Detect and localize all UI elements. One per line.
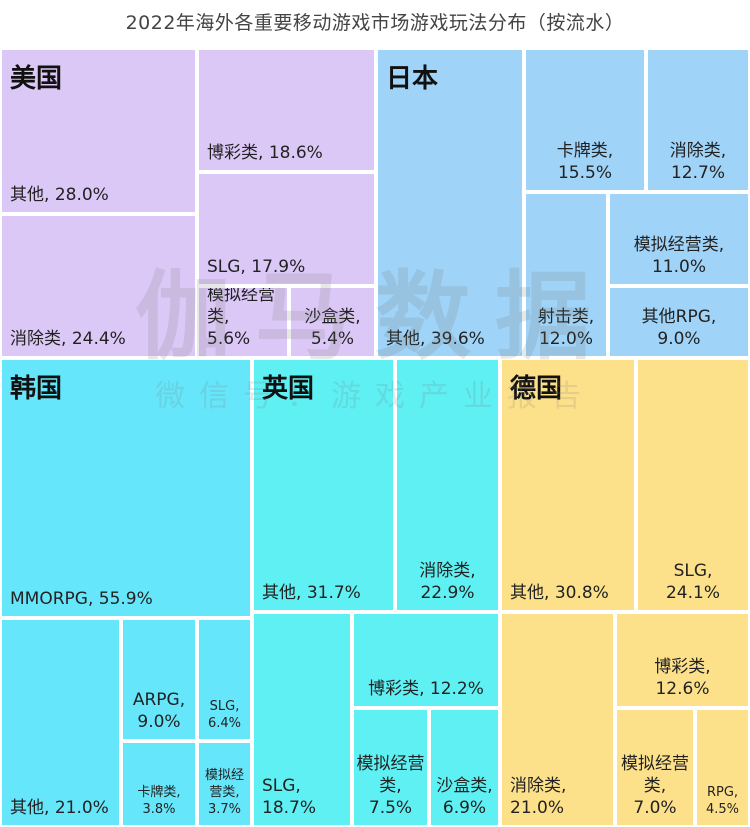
cell-label: 卡牌类, 3.8% <box>137 785 181 818</box>
treemap-cell: 模拟经营类, 5.6% <box>197 286 289 358</box>
treemap-cell: 射击类, 12.0% <box>524 192 608 358</box>
market-name: 韩国 <box>10 374 63 404</box>
treemap-cell: SLG, 6.4% <box>197 618 252 741</box>
cell-label: 射击类, 12.0% <box>537 306 595 349</box>
cell-label: 其他, 21.0% <box>10 797 109 818</box>
treemap-cell: 博彩类, 12.2% <box>352 612 500 708</box>
cell-label: SLG, 24.1% <box>665 560 720 603</box>
market-group: 其他, 28.0% 消除类, 24.4% 博彩类, 18.6% SLG, 17.9% 模… <box>0 48 376 358</box>
treemap-cell: 卡牌类, 15.5% <box>524 48 646 192</box>
cell-label: 其他, 31.7% <box>262 582 361 603</box>
treemap-cell: 其他RPG, 9.0% <box>608 286 750 358</box>
treemap-cell: 模拟经营类, 3.7% <box>197 741 252 827</box>
cell-label: 博彩类, 12.6% <box>654 656 711 699</box>
cell-label: RPG, 4.5% <box>705 785 740 818</box>
treemap-cell: 沙盒类, 5.4% <box>289 286 376 358</box>
cell-label: 消除类, 12.7% <box>669 140 727 183</box>
cell-label: 模拟经营类, 7.5% <box>356 753 425 818</box>
treemap-cell: SLG, 18.7% <box>252 612 352 827</box>
treemap-cell: SLG, 17.9% <box>197 172 376 286</box>
treemap-cell: 博彩类, 18.6% <box>197 48 376 172</box>
treemap-cell: 沙盒类, 6.9% <box>429 708 500 827</box>
chart-title: 2022年海外各重要移动游戏市场游戏玩法分布（按流水） <box>125 12 625 34</box>
treemap-cell: 其他, 39.6% <box>376 48 524 358</box>
cell-label: SLG, 18.7% <box>262 775 317 818</box>
cell-label: 模拟经营类, 3.7% <box>204 768 244 818</box>
cell-label: 消除类, 24.4% <box>10 328 126 349</box>
treemap-cell: 博彩类, 12.6% <box>615 612 750 708</box>
cell-label: 模拟经营类, 7.0% <box>621 753 689 818</box>
treemap-cell: 消除类, 21.0% <box>500 612 615 827</box>
cell-label: SLG, 17.9% <box>207 256 306 277</box>
treemap-cell: 消除类, 22.9% <box>395 358 500 612</box>
treemap-cell: 消除类, 12.7% <box>646 48 750 192</box>
cell-label: MMORPG, 55.9% <box>10 588 153 609</box>
treemap-cell: 其他, 21.0% <box>0 618 121 827</box>
cell-label: 博彩类, 12.2% <box>368 678 484 699</box>
treemap-cell: 模拟经营类, 7.5% <box>352 708 429 827</box>
cell-label: 消除类, 22.9% <box>419 560 476 603</box>
cell-label: 模拟经营类, 11.0% <box>633 234 725 277</box>
treemap-chart: 其他, 28.0% 消除类, 24.4% 博彩类, 18.6% SLG, 17.9% 模… <box>0 48 750 827</box>
treemap-cell: MMORPG, 55.9% <box>0 358 252 618</box>
market-name: 德国 <box>510 374 563 404</box>
market-group: 其他, 30.8% SLG, 24.1% 消除类, 21.0% 博彩类, 12.6% 模… <box>500 358 750 827</box>
cell-label: 沙盒类, 5.4% <box>304 306 361 349</box>
treemap-cell: 卡牌类, 3.8% <box>121 741 197 827</box>
cell-label: 卡牌类, 15.5% <box>556 140 614 183</box>
treemap-cell: 其他, 30.8% <box>500 358 636 612</box>
treemap-cell: 其他, 31.7% <box>252 358 395 612</box>
treemap-cell: SLG, 24.1% <box>636 358 750 612</box>
cell-label: 消除类, 21.0% <box>510 775 567 818</box>
cell-label: ARPG, 9.0% <box>132 689 186 732</box>
cell-label: 博彩类, 18.6% <box>207 142 323 163</box>
cell-label: 模拟经营类, 5.6% <box>207 286 275 349</box>
treemap-cell: 模拟经营类, 11.0% <box>608 192 750 286</box>
treemap-cell: RPG, 4.5% <box>695 708 750 827</box>
market-group: MMORPG, 55.9% 其他, 21.0% ARPG, 9.0% SLG, 6.4… <box>0 358 252 827</box>
market-name: 日本 <box>386 64 439 94</box>
market-name: 英国 <box>262 374 315 404</box>
treemap-cell: ARPG, 9.0% <box>121 618 197 741</box>
cell-label: 其他RPG, 9.0% <box>641 306 717 349</box>
market-group: 其他, 31.7% 消除类, 22.9% SLG, 18.7% 博彩类, 12.2% 模… <box>252 358 500 827</box>
treemap-cell: 模拟经营类, 7.0% <box>615 708 695 827</box>
cell-label: 其他, 39.6% <box>386 328 485 349</box>
cell-label: 其他, 30.8% <box>510 582 609 603</box>
market-group: 其他, 39.6% 卡牌类, 15.5% 消除类, 12.7% 射击类, 12.0% 模… <box>376 48 750 358</box>
cell-label: 其他, 28.0% <box>10 184 109 205</box>
market-name: 美国 <box>10 64 63 94</box>
treemap-cell: 消除类, 24.4% <box>0 214 197 358</box>
treemap-cell: 其他, 28.0% <box>0 48 197 214</box>
cell-label: 沙盒类, 6.9% <box>436 775 493 818</box>
cell-label: SLG, 6.4% <box>207 699 242 732</box>
